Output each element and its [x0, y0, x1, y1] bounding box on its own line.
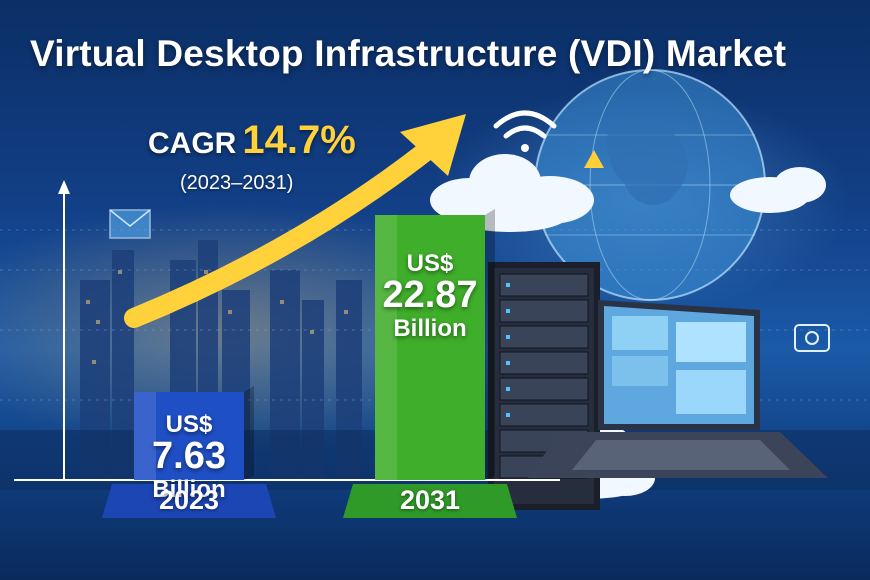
bar-value-unit: Billion: [393, 315, 467, 343]
bar-value-currency: US$: [165, 411, 213, 438]
bar-value-number: 7.63: [152, 435, 226, 478]
cagr-label: CAGR 14.7%: [148, 118, 356, 163]
wifi-icon: [493, 110, 557, 152]
bar-value-number: 22.87: [382, 274, 478, 317]
page-title: Virtual Desktop Infrastructure (VDI) Mar…: [30, 33, 787, 74]
bar-base: [102, 484, 276, 518]
bar-value-currency: US$: [406, 250, 454, 277]
bar-value-label: US$ 7.63 Billion: [134, 412, 244, 502]
bar: [375, 209, 495, 480]
cagr-period: (2023–2031): [180, 172, 294, 194]
globe-icon: [534, 69, 766, 301]
mail-icon: [109, 209, 151, 239]
cagr-value: 14.7%: [242, 118, 356, 162]
bar-value-unit: Billion: [152, 476, 226, 504]
y-axis-arrow-icon: [58, 180, 70, 194]
bar-value-label: US$ 22.87 Billion: [375, 251, 485, 341]
growth-arrow-icon: [124, 114, 466, 328]
x-tick-label: 2031: [399, 485, 461, 515]
camera-icon: [794, 324, 830, 352]
warning-icon: [584, 150, 604, 168]
bar: [134, 386, 254, 480]
laptop-icon: [528, 300, 828, 478]
x-tick-label: 2023: [158, 485, 220, 515]
bar-base: [343, 484, 517, 518]
cagr-text: CAGR: [148, 127, 237, 160]
